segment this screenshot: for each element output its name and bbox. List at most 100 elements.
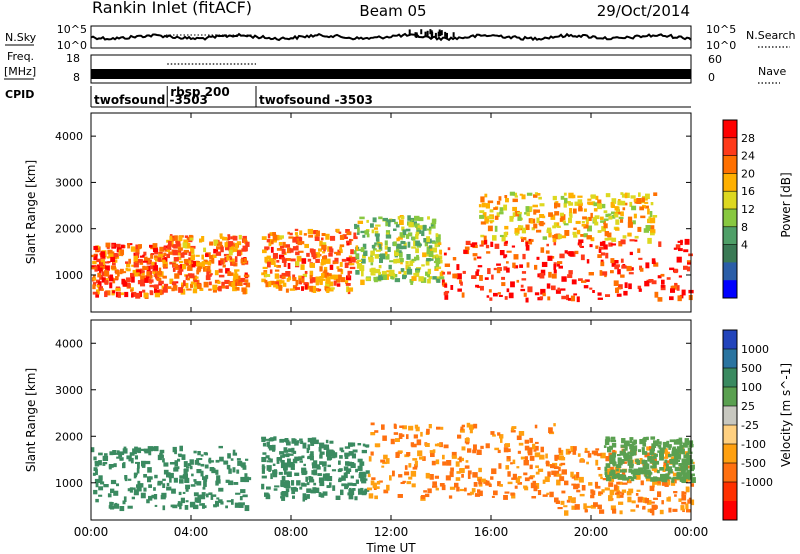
heatmap-cell (242, 465, 247, 470)
heatmap-cell (647, 237, 652, 244)
heatmap-cell (523, 472, 528, 476)
heatmap-cell (527, 206, 533, 212)
heatmap-cell (626, 492, 632, 496)
nsky-trace (90, 29, 692, 42)
heatmap-cell (281, 496, 286, 501)
heatmap-cell (376, 238, 380, 245)
heatmap-cell (154, 504, 158, 507)
heatmap-cell (268, 242, 272, 247)
colorbar-swatch (723, 226, 737, 246)
heatmap-cell (96, 258, 101, 263)
heatmap-cell (488, 483, 492, 488)
heatmap-cell (308, 234, 314, 238)
heatmap-cell (552, 234, 556, 239)
heatmap-cell (504, 225, 509, 230)
heatmap-cell (583, 224, 589, 229)
heatmap-cell (570, 498, 576, 503)
heatmap-cell (220, 259, 224, 265)
heatmap-cell (533, 485, 538, 492)
heatmap-cell (619, 469, 625, 473)
heatmap-cell (112, 451, 116, 455)
heatmap-cell (391, 219, 396, 223)
heatmap-cell (561, 295, 567, 300)
heatmap-cell (674, 282, 678, 287)
heatmap-cell (686, 465, 692, 469)
heatmap-cell (93, 467, 98, 472)
heatmap-cell (515, 477, 521, 484)
heatmap-cell (621, 200, 626, 206)
heatmap-cell (491, 468, 497, 475)
heatmap-cell (201, 236, 205, 242)
heatmap-cell (374, 443, 381, 448)
heatmap-cell (603, 244, 608, 250)
heatmap-cell (173, 257, 179, 262)
heatmap-cell (542, 292, 546, 297)
heatmap-cell (434, 268, 439, 271)
heatmap-cell (674, 477, 677, 484)
heatmap-cell (104, 291, 108, 298)
heatmap-cell (666, 478, 670, 481)
heatmap-cell (598, 491, 604, 495)
heatmap-cell (370, 262, 374, 266)
heatmap-cell (573, 446, 577, 451)
heatmap-cell (512, 206, 518, 212)
heatmap-cell (227, 271, 232, 277)
heatmap-cell (185, 488, 189, 492)
heatmap-cell (336, 266, 340, 269)
heatmap-cell (381, 270, 387, 276)
heatmap-cell (544, 476, 550, 483)
heatmap-cell (507, 481, 513, 485)
heatmap-cell (127, 505, 133, 509)
heatmap-cell (630, 195, 636, 199)
colorbar-tick-label: -100 (741, 438, 766, 451)
heatmap-cell (336, 252, 341, 256)
heatmap-cell (195, 254, 200, 257)
heatmap-cell (553, 423, 556, 427)
heatmap-cell (428, 245, 433, 249)
heatmap-cell (407, 215, 411, 221)
heatmap-cell (298, 275, 303, 279)
heatmap-cell (576, 472, 580, 478)
nsky-left-tick-high: 10^5 (57, 23, 87, 36)
heatmap-cell (677, 473, 682, 478)
heatmap-cell (517, 450, 521, 454)
heatmap-cell (332, 261, 339, 264)
heatmap-cell (621, 452, 625, 455)
heatmap-cell (357, 443, 362, 446)
heatmap-cell (285, 271, 291, 277)
colorbar-tick-label: 4 (741, 239, 748, 252)
heatmap-cell (396, 243, 402, 250)
heatmap-cell (657, 297, 663, 302)
heatmap-cell (521, 238, 525, 242)
heatmap-cell (274, 485, 280, 488)
heatmap-cell (339, 455, 343, 459)
heatmap-cell (197, 494, 200, 499)
heatmap-cell (92, 275, 96, 278)
heatmap-cell (584, 450, 590, 453)
heatmap-cell (498, 294, 503, 297)
heatmap-cell (510, 216, 514, 219)
heatmap-cell (137, 244, 141, 250)
heatmap-cell (443, 444, 449, 449)
heatmap-cell (672, 508, 678, 512)
heatmap-cell (221, 285, 227, 289)
heatmap-cell (568, 496, 572, 501)
heatmap-cell (402, 425, 407, 430)
heatmap-cell (634, 235, 639, 239)
heatmap-cell (352, 442, 356, 447)
heatmap-cell (403, 270, 407, 275)
heatmap-cell (631, 500, 636, 504)
colorbar-tick-label: 24 (741, 150, 755, 163)
heatmap-cell (121, 278, 126, 285)
heatmap-cell (473, 444, 477, 451)
heatmap-cell (325, 439, 329, 444)
heatmap-cell (130, 246, 136, 252)
heatmap-cell (406, 481, 412, 485)
heatmap-cell (427, 279, 431, 284)
heatmap-cell (607, 237, 613, 241)
heatmap-cell (197, 462, 201, 466)
heatmap-cell (426, 228, 432, 231)
beam-title: Beam 05 (359, 2, 426, 20)
heatmap-cell (261, 272, 265, 276)
